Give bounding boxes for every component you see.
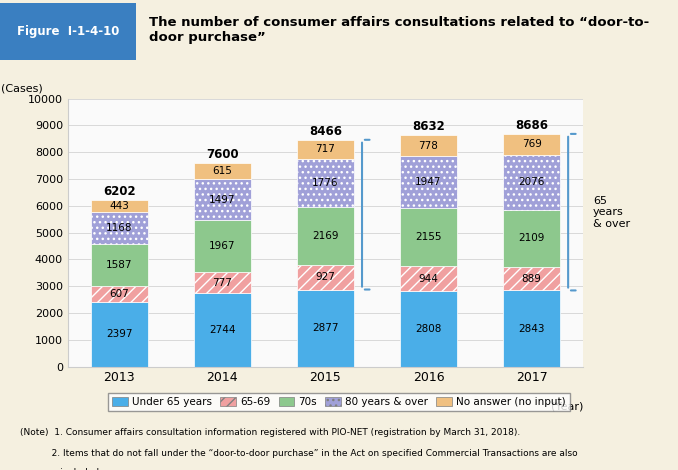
Bar [91, 200, 148, 212]
Text: 717: 717 [315, 144, 336, 155]
Bar [194, 163, 251, 180]
Text: 2169: 2169 [312, 231, 339, 241]
Bar [400, 208, 457, 266]
Legend: Under 65 years, 65-69, 70s, 80 years & over, No answer (no input): Under 65 years, 65-69, 70s, 80 years & o… [108, 392, 570, 411]
Bar [503, 290, 560, 367]
Text: 615: 615 [212, 166, 233, 176]
Text: 777: 777 [212, 278, 233, 288]
Text: 927: 927 [315, 272, 336, 282]
Bar [91, 302, 148, 367]
Bar [297, 207, 354, 265]
FancyBboxPatch shape [0, 3, 136, 60]
Text: (Cases): (Cases) [1, 83, 43, 94]
Bar [297, 265, 354, 290]
Text: 2808: 2808 [416, 324, 441, 334]
Bar [194, 293, 251, 367]
Bar [91, 286, 148, 302]
Text: 1947: 1947 [415, 177, 442, 187]
Text: 1967: 1967 [209, 241, 236, 251]
Bar [194, 272, 251, 293]
Text: 2076: 2076 [519, 177, 544, 188]
Text: 889: 889 [521, 274, 542, 283]
Text: 6202: 6202 [103, 185, 136, 198]
Text: included.: included. [20, 468, 102, 470]
Text: 778: 778 [418, 141, 439, 151]
Text: 2155: 2155 [415, 232, 442, 242]
Bar [400, 266, 457, 291]
Text: 944: 944 [418, 274, 439, 284]
Bar [91, 243, 148, 286]
Bar [297, 290, 354, 367]
Text: 2109: 2109 [519, 234, 544, 243]
Text: 8632: 8632 [412, 120, 445, 133]
Bar [194, 180, 251, 219]
Text: 1168: 1168 [106, 223, 133, 233]
Text: 8686: 8686 [515, 119, 548, 132]
Text: 8466: 8466 [309, 125, 342, 138]
Text: 1776: 1776 [312, 178, 339, 188]
Bar [91, 212, 148, 243]
Text: (Note)  1. Consumer affairs consultation information registered with PIO-NET (re: (Note) 1. Consumer affairs consultation … [20, 428, 521, 437]
Text: Figure  I-1-4-10: Figure I-1-4-10 [17, 25, 119, 38]
Text: 2397: 2397 [106, 329, 133, 339]
Text: 7600: 7600 [206, 148, 239, 161]
Bar [297, 140, 354, 159]
Bar [503, 266, 560, 290]
Text: The number of consumer affairs consultations related to “door-to-
door purchase”: The number of consumer affairs consultat… [149, 16, 650, 44]
Text: 443: 443 [109, 201, 129, 212]
Text: 1587: 1587 [106, 260, 133, 270]
Bar [503, 155, 560, 210]
Bar [400, 156, 457, 208]
Text: 2843: 2843 [518, 323, 545, 334]
Text: 65
years
& over: 65 years & over [593, 196, 630, 229]
Bar [503, 210, 560, 266]
Bar [503, 134, 560, 155]
Text: 607: 607 [109, 289, 129, 299]
Bar [400, 291, 457, 367]
Text: 1497: 1497 [209, 195, 236, 204]
Text: 2. Items that do not fall under the “door-to-door purchase” in the Act on specif: 2. Items that do not fall under the “doo… [20, 449, 578, 458]
Text: 2877: 2877 [312, 323, 339, 333]
Text: 769: 769 [521, 139, 542, 149]
Text: (Year): (Year) [551, 401, 583, 411]
Text: 2744: 2744 [209, 325, 236, 335]
Bar [194, 219, 251, 272]
Bar [297, 159, 354, 207]
Bar [400, 135, 457, 156]
